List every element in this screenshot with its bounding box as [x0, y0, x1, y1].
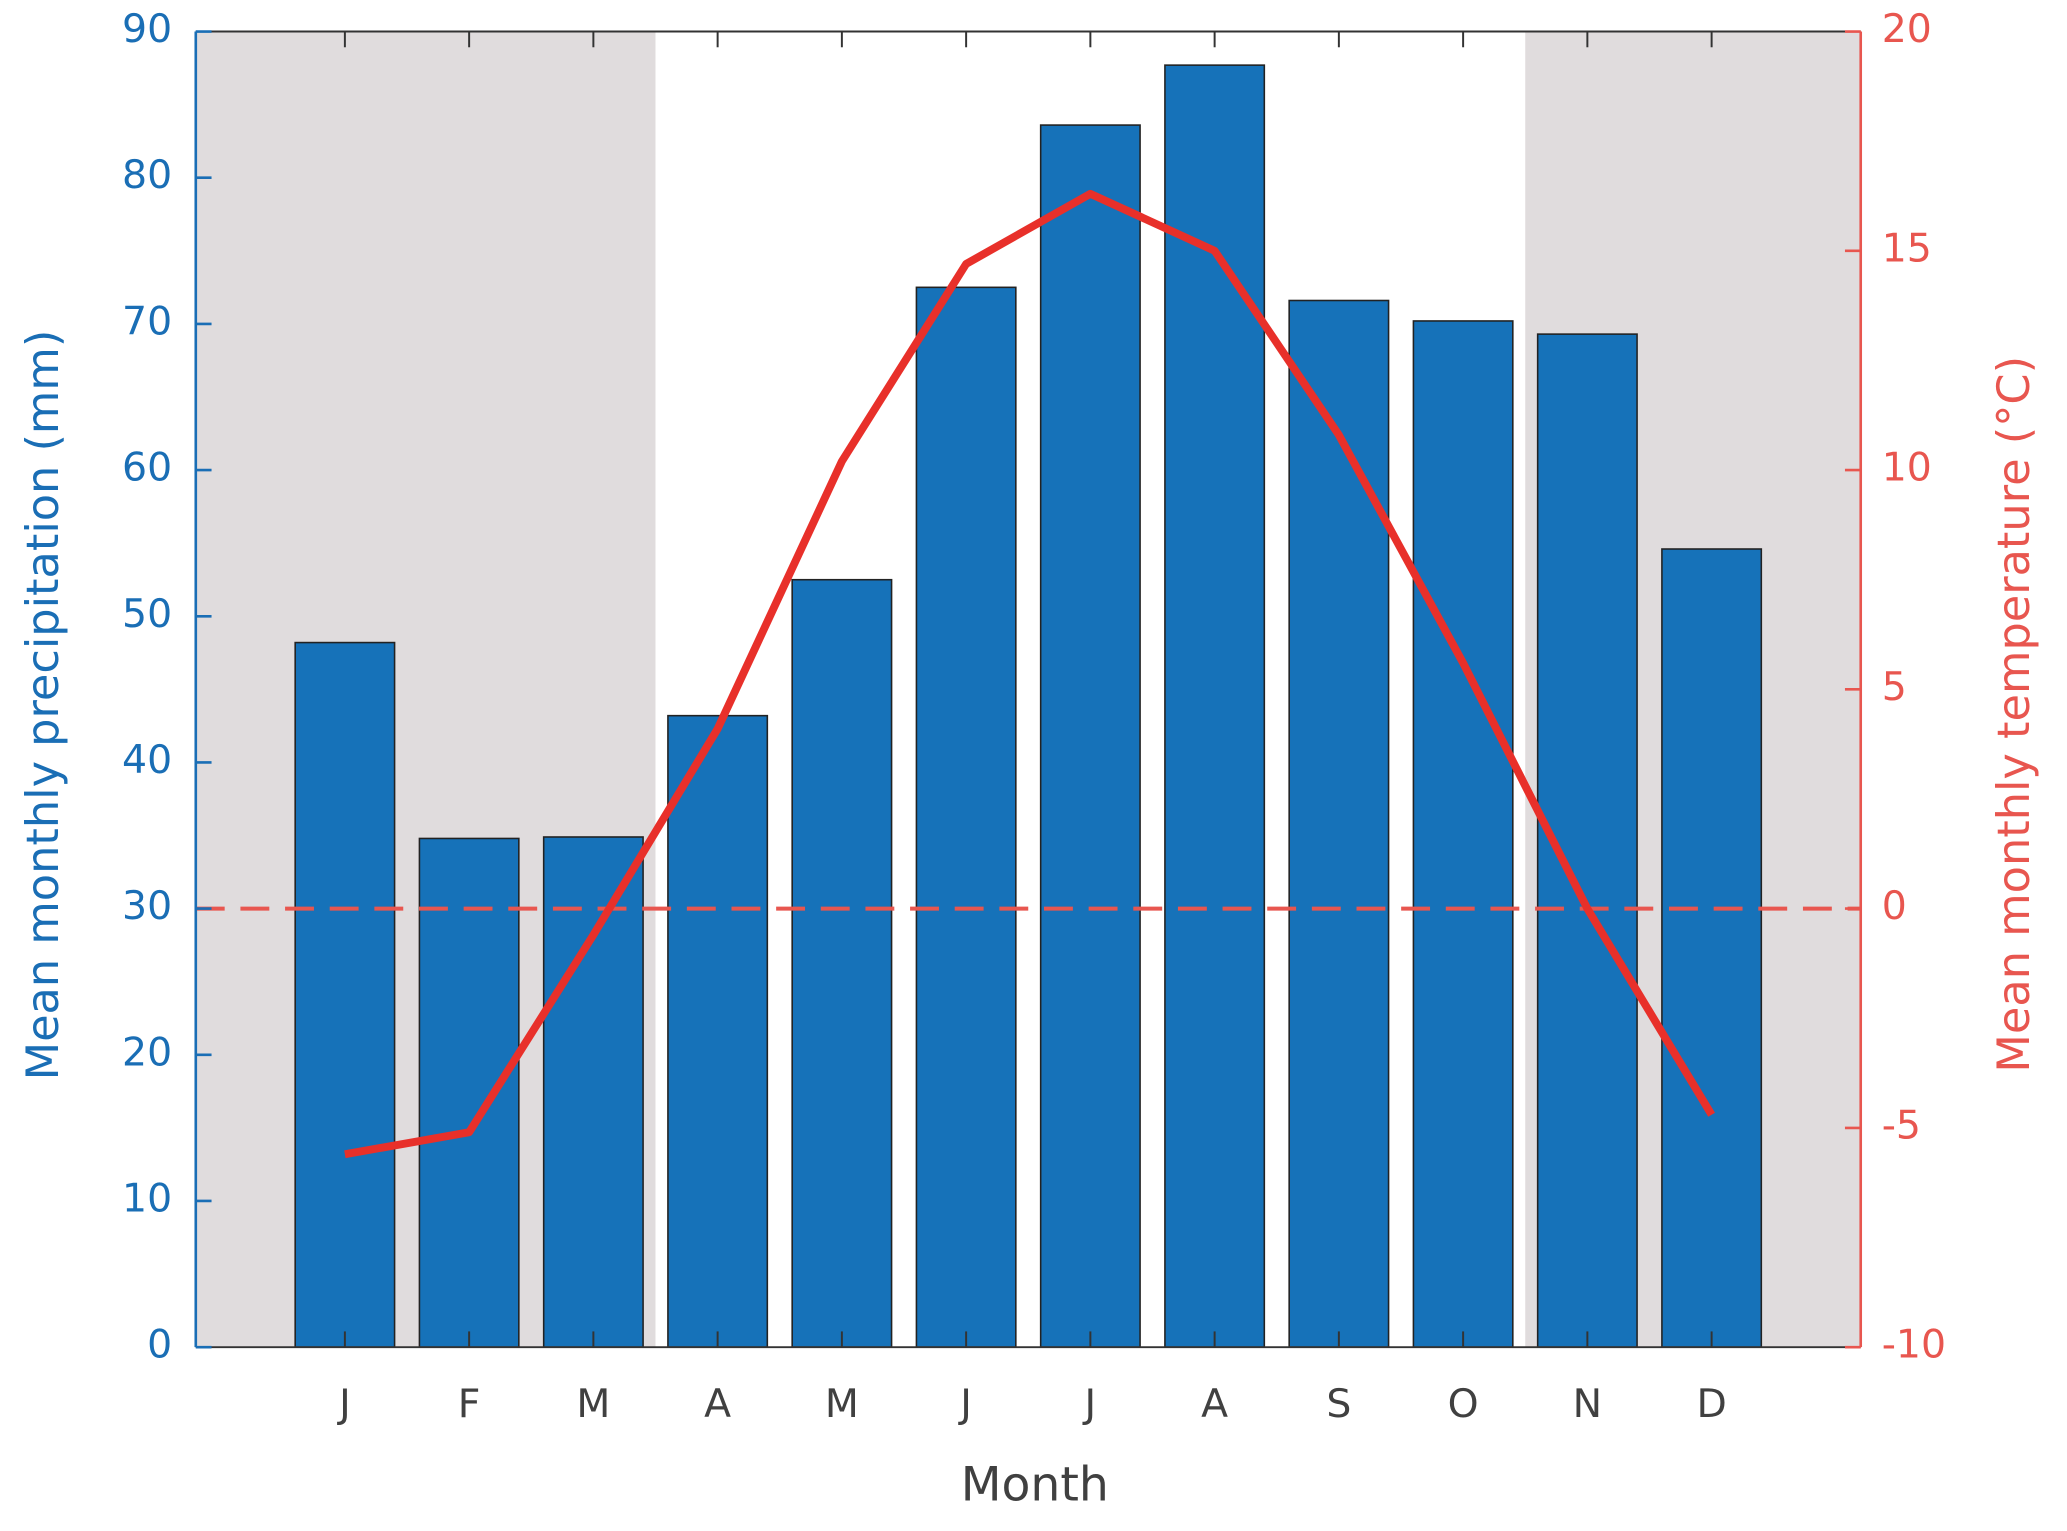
temperature-line	[344, 189, 1715, 1159]
y2-tick-label: 10	[1882, 445, 1932, 491]
y-tick-label: 0	[147, 1322, 172, 1368]
y-tick-label: 70	[122, 298, 172, 344]
x-tick-label: S	[1326, 1381, 1351, 1427]
x-tick-label: J	[1082, 1381, 1097, 1427]
bar	[1288, 299, 1390, 1348]
x-tick-label: O	[1448, 1381, 1479, 1427]
x-tick-label: N	[1573, 1381, 1602, 1427]
bar	[542, 836, 644, 1348]
y-tick-label: 60	[122, 445, 172, 491]
y-tick-label: 90	[122, 6, 172, 52]
y-tick-label: 20	[122, 1029, 172, 1075]
x-tick-label: A	[704, 1381, 731, 1427]
bar	[1412, 320, 1514, 1348]
x-tick-label: D	[1696, 1381, 1726, 1427]
y-tick-label: 80	[122, 152, 172, 198]
bar	[1661, 548, 1763, 1348]
y2-tick-label: 5	[1882, 664, 1907, 710]
y-tick-label: 40	[122, 737, 172, 783]
y2-tick-label: 15	[1882, 225, 1932, 271]
bar	[915, 286, 1017, 1348]
x-tick-label: A	[1201, 1381, 1228, 1427]
y-tick-label: 10	[122, 1175, 172, 1221]
x-tick-label: M	[576, 1381, 610, 1427]
y2-tick-label: -10	[1882, 1322, 1946, 1368]
bar	[667, 714, 769, 1348]
x-tick-label: F	[458, 1381, 481, 1427]
x-tick-label: M	[825, 1381, 859, 1427]
bar	[294, 641, 396, 1348]
y-tick-label: 30	[122, 883, 172, 929]
bar	[791, 578, 893, 1348]
y2-axis-label: Mean monthly temperature (°C)	[1988, 356, 2040, 1073]
bar	[418, 837, 520, 1348]
y-tick-label: 50	[122, 591, 172, 637]
x-tick-label: J	[957, 1381, 972, 1427]
bar	[1039, 124, 1141, 1348]
x-tick-label: J	[336, 1381, 351, 1427]
x-axis-label: Month	[961, 1458, 1109, 1513]
y2-tick-label: 20	[1882, 6, 1932, 52]
y2-tick-label: 0	[1882, 883, 1907, 929]
y-axis-label: Mean monthly precipitation (mm)	[17, 330, 69, 1081]
y2-tick-label: -5	[1882, 1102, 1921, 1148]
